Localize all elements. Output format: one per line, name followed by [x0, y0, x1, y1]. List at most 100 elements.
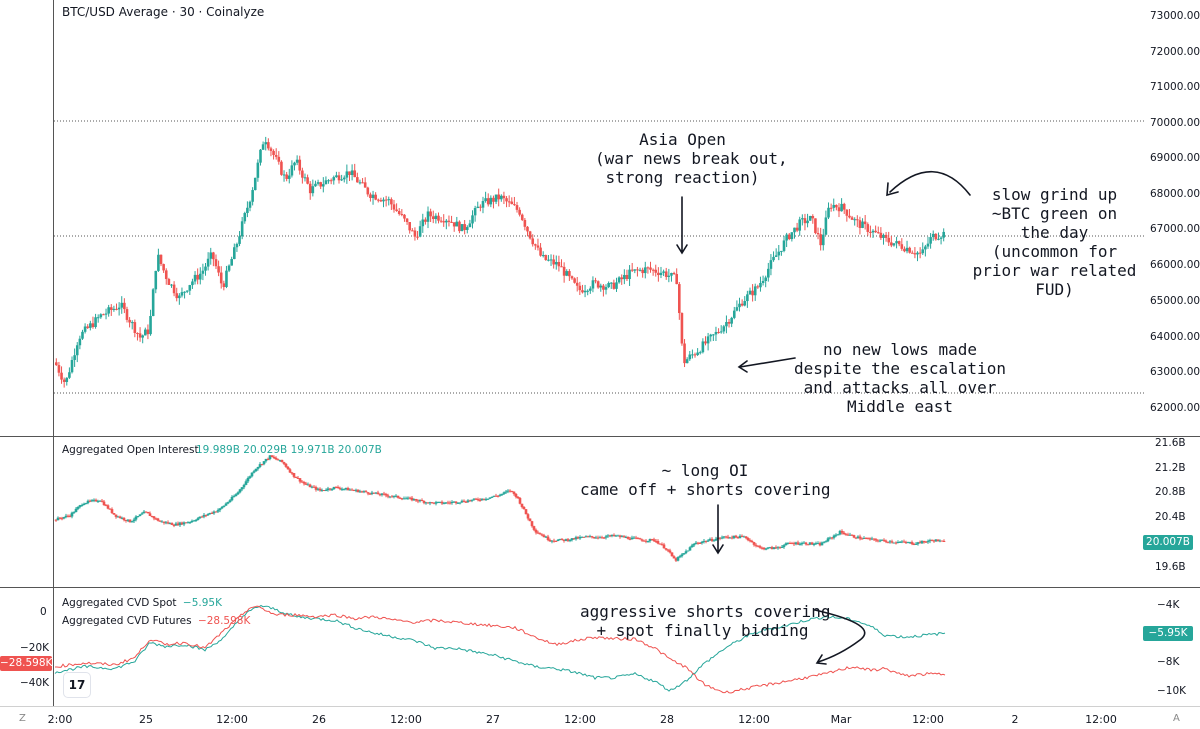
oi-candle-body	[540, 534, 544, 536]
oi-candle-body	[938, 540, 942, 542]
oi-candle-body	[512, 491, 516, 494]
oi-candle-body	[666, 549, 670, 551]
price-candle-body	[188, 285, 192, 291]
oi-candle-body	[608, 535, 612, 537]
oi-candle-body	[936, 539, 940, 542]
price-candle-body	[445, 220, 448, 223]
price-candle-body	[769, 260, 773, 269]
price-candle-body	[688, 354, 692, 360]
price-candle-body	[497, 194, 500, 200]
price-candle-body	[117, 307, 121, 310]
oi-candle-body	[384, 494, 388, 496]
price-candle-body	[515, 205, 519, 210]
oi-candle-body	[902, 541, 906, 543]
price-tick-68000: 68000.00	[1150, 188, 1200, 200]
price-candle-body	[269, 148, 273, 151]
oi-candle-body	[638, 538, 642, 540]
oi-candle-body	[692, 544, 696, 546]
price-candle-body	[808, 215, 812, 221]
oi-candle-body	[482, 498, 486, 500]
oi-candle-body	[84, 503, 88, 505]
oi-candle-body	[726, 536, 730, 538]
oi-candle-body	[802, 542, 806, 544]
oi-candle-body	[282, 462, 286, 464]
price-candle-body	[481, 201, 485, 208]
price-candle-body	[806, 220, 809, 224]
oi-candle-body	[496, 495, 500, 497]
tradingview-logo[interactable]: 17	[64, 673, 90, 697]
price-candle-body	[604, 287, 608, 290]
oi-candle-body	[642, 540, 646, 542]
oi-candle-body	[222, 505, 226, 507]
oi-candle-body	[580, 536, 584, 538]
oi-candle-body	[158, 520, 162, 522]
oi-candle-body	[378, 494, 382, 496]
oi-candle-body	[72, 512, 76, 514]
oi-candle-body	[738, 535, 742, 539]
oi-candle-body	[930, 540, 934, 542]
oi-values: 19.989B 20.029B 19.971B 20.007B	[196, 444, 382, 456]
oi-candle-body	[288, 469, 292, 473]
oi-candle-body	[88, 500, 92, 502]
oi-candle-body	[54, 519, 58, 521]
oi-candle-body	[824, 541, 828, 543]
price-candle-body	[866, 224, 870, 232]
oi-candle-body	[932, 540, 936, 542]
oi-candle-body	[866, 538, 870, 540]
price-candle-body	[55, 362, 58, 366]
oi-candle-body	[230, 496, 234, 501]
price-candle-body	[578, 285, 582, 291]
oi-candle-body	[800, 543, 804, 545]
oi-candle-body	[522, 506, 526, 510]
price-candle-body	[225, 270, 228, 287]
oi-candle-body	[676, 557, 680, 561]
auto-scale-button[interactable]: A	[1173, 713, 1180, 724]
oi-candle-body	[544, 536, 548, 538]
oi-candle-body	[704, 540, 708, 542]
price-candle-body	[209, 252, 213, 259]
oi-candle-body	[342, 488, 346, 490]
oi-candle-body	[274, 457, 278, 460]
oi-candle-body	[924, 541, 928, 543]
timezone-button[interactable]: Z	[19, 713, 26, 724]
oi-candle-body	[360, 491, 364, 493]
oi-candle-body	[776, 547, 780, 549]
price-candle-body	[777, 251, 781, 256]
price-candle-body	[102, 314, 105, 316]
oi-candle-body	[256, 466, 260, 469]
price-candle-body	[426, 211, 430, 222]
oi-candle-body	[758, 546, 762, 548]
price-candle-body	[670, 272, 673, 276]
oi-candle-body	[506, 490, 510, 492]
price-candle-body	[879, 232, 883, 238]
arrow-shorts-covering	[814, 609, 866, 665]
oi-tick-21-6: 21.6B	[1155, 437, 1186, 449]
price-candle-body	[829, 207, 833, 209]
price-candle-body	[170, 284, 173, 286]
price-candle-body	[125, 309, 129, 320]
price-candle-body	[353, 170, 357, 178]
oi-candle-body	[584, 536, 588, 538]
oi-candle-body	[746, 538, 750, 541]
oi-candle-body	[756, 545, 760, 547]
oi-candle-body	[194, 519, 198, 521]
oi-candle-body	[668, 550, 672, 553]
price-candle-body	[91, 323, 95, 328]
oi-candle-body	[336, 486, 340, 489]
price-candle-body	[162, 264, 165, 271]
oi-candle-body	[798, 544, 802, 546]
oi-candle-body	[550, 540, 554, 542]
price-candle-body	[233, 247, 236, 260]
price-candle-body	[376, 199, 380, 201]
oi-candle-body	[296, 477, 300, 479]
oi-candle-body	[600, 537, 604, 539]
price-candle-body	[840, 203, 843, 212]
oi-candle-body	[270, 455, 274, 458]
oi-candle-body	[696, 542, 700, 544]
oi-tick-20-8: 20.8B	[1155, 486, 1186, 498]
oi-candle-body	[602, 537, 606, 539]
price-candle-body	[617, 277, 621, 283]
oi-candle-body	[868, 538, 872, 540]
